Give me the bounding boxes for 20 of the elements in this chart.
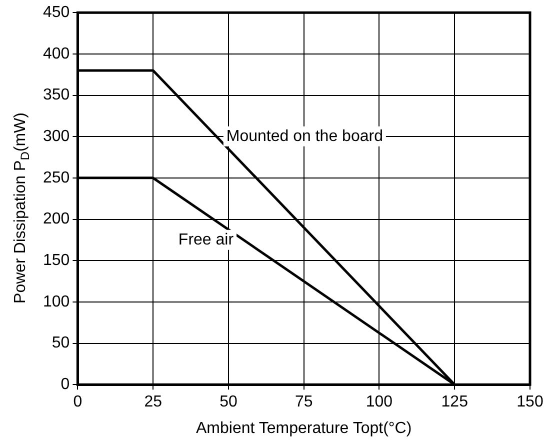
x-tick-label: 75 [294, 394, 313, 411]
y-tick-label: 150 [42, 252, 70, 270]
y-tick-label: 0 [60, 376, 70, 394]
y-tick-label: 100 [42, 293, 70, 310]
x-tick-label: 125 [441, 394, 468, 411]
y-tick-label: 450 [42, 4, 70, 22]
series-label: Free air [178, 231, 234, 248]
x-tick-label: 25 [144, 394, 162, 411]
y-tick-label: 200 [42, 210, 70, 228]
x-tick-label: 100 [366, 394, 393, 411]
x-axis-title: Ambient Temperature Topt(°C) [196, 420, 412, 437]
y-tick-label: 250 [42, 169, 70, 186]
x-tick-label: 150 [516, 394, 544, 411]
x-tick-label: 0 [73, 394, 82, 411]
y-tick-label: 350 [42, 86, 70, 104]
y-tick-label: 50 [52, 334, 70, 352]
series-label: Mounted on the board [226, 128, 383, 145]
y-tick-label: 400 [42, 45, 70, 62]
x-tick-label: 50 [220, 394, 238, 411]
y-tick-label: 300 [42, 128, 70, 146]
